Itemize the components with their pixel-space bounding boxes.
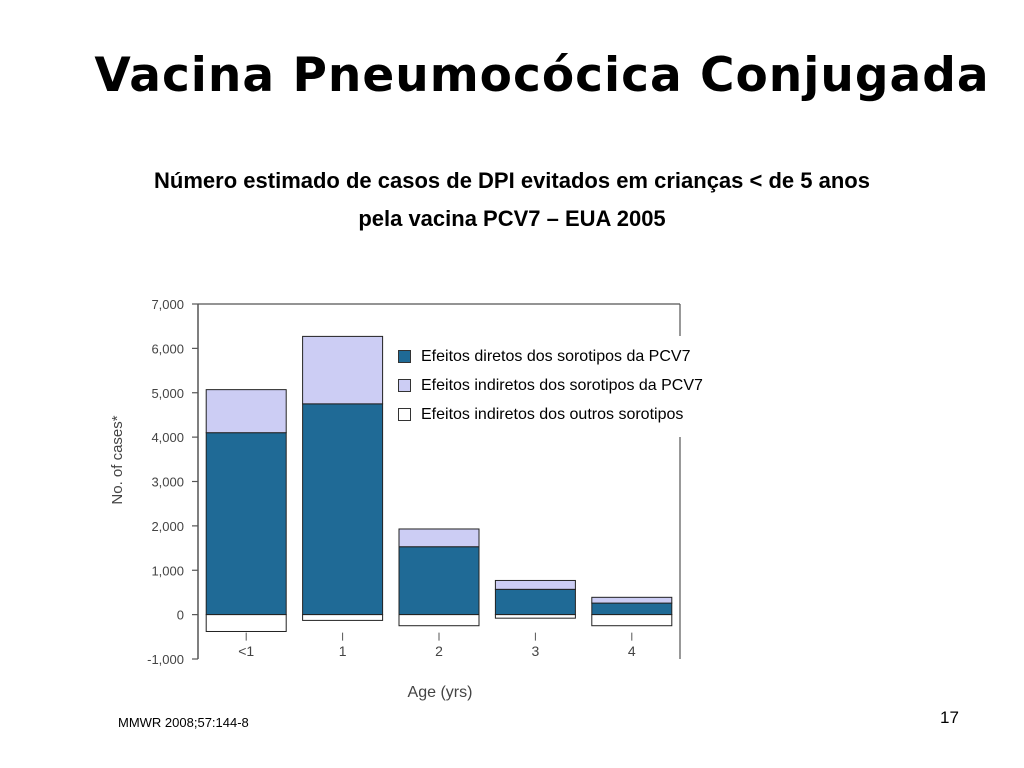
bar-direct (205, 432, 287, 616)
legend-item-indirect-other: Efeitos indiretos dos outros sorotipos (398, 400, 703, 429)
legend-swatch-indirect-other (398, 408, 411, 421)
bar-indirect-other (302, 614, 384, 621)
legend-item-indirect-pcv7: Efeitos indiretos dos sorotipos da PCV7 (398, 371, 703, 400)
bar-indirect-pcv7 (591, 596, 673, 604)
y-tick-label: 5,000 (151, 386, 184, 401)
bar-direct (398, 546, 480, 616)
bar-indirect-other (398, 614, 480, 627)
x-axis-label: Age (yrs) (408, 684, 473, 701)
y-tick-label: 7,000 (151, 297, 184, 312)
x-tick-label: <1 (238, 643, 254, 659)
slide-subtitle: Número estimado de casos de DPI evitados… (20, 162, 1004, 238)
bar-direct (302, 403, 384, 616)
subtitle-line-1: Número estimado de casos de DPI evitados… (154, 168, 870, 193)
subtitle-line-2: pela vacina PCV7 – EUA 2005 (358, 206, 666, 231)
bar-indirect-other (494, 614, 576, 619)
y-tick-label: 0 (177, 608, 184, 623)
y-tick-label: -1,000 (147, 652, 184, 667)
y-tick-label: 3,000 (151, 475, 184, 490)
bar-direct (494, 588, 576, 616)
legend-label-indirect-other: Efeitos indiretos dos outros sorotipos (421, 405, 684, 423)
legend-swatch-direct (398, 350, 411, 363)
chart-legend: Efeitos diretos dos sorotipos da PCV7 Ef… (392, 336, 713, 437)
page-number: 17 (940, 708, 959, 727)
slide-title: Vacina Pneumocócica Conjugada (94, 48, 990, 103)
legend-swatch-indirect-pcv7 (398, 379, 411, 392)
x-tick-label: 2 (435, 643, 443, 659)
x-tick-label: 4 (628, 643, 636, 659)
y-tick-label: 1,000 (151, 563, 184, 578)
bar-indirect-pcv7 (205, 389, 287, 434)
legend-label-indirect-pcv7: Efeitos indiretos dos sorotipos da PCV7 (421, 376, 703, 394)
y-tick-label: 4,000 (151, 430, 184, 445)
bar-indirect-pcv7 (494, 579, 576, 590)
bar-indirect-other (205, 614, 287, 632)
y-tick-label: 2,000 (151, 519, 184, 534)
x-tick-label: 3 (532, 643, 540, 659)
x-tick-label: 1 (339, 643, 347, 659)
bar-direct (591, 602, 673, 616)
bar-indirect-pcv7 (398, 528, 480, 548)
bar-indirect-pcv7 (302, 335, 384, 405)
legend-label-direct: Efeitos diretos dos sorotipos da PCV7 (421, 347, 691, 365)
y-tick-label: 6,000 (151, 341, 184, 356)
bar-indirect-other (591, 614, 673, 627)
legend-item-direct: Efeitos diretos dos sorotipos da PCV7 (398, 342, 703, 371)
source-citation: MMWR 2008;57:144-8 (118, 715, 249, 730)
y-axis-label: No. of cases* (109, 415, 126, 504)
